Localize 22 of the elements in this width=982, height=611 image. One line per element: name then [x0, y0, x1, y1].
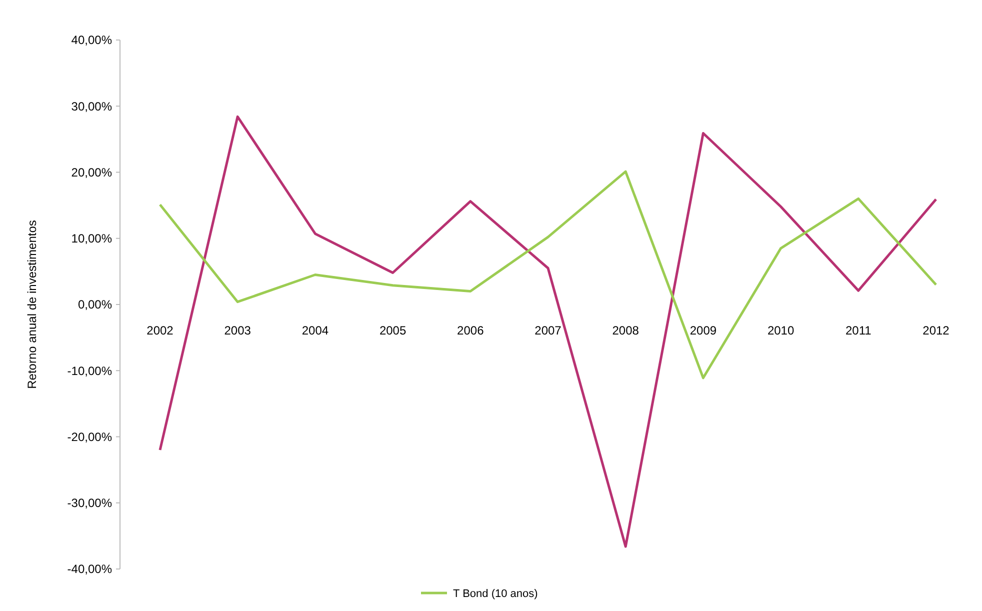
x-tick-label: 2011 [845, 324, 872, 338]
legend-label: T Bond (10 anos) [453, 588, 538, 600]
x-tick-label: 2007 [534, 324, 562, 338]
x-tick-label: 2004 [302, 324, 329, 338]
x-tick-label: 2005 [379, 324, 406, 338]
x-tick-label: 2010 [767, 324, 794, 338]
x-tick-label: 2006 [457, 324, 484, 338]
x-tick-label: 2003 [224, 324, 252, 338]
y-tick-label: 30,00% [71, 99, 112, 114]
y-tick-label: 20,00% [71, 165, 112, 180]
y-tick-label: -10,00% [67, 364, 112, 378]
y-tick-label: 10,00% [71, 232, 112, 246]
x-tick-label: 2012 [922, 324, 950, 338]
y-tick-label: -30,00% [67, 496, 112, 510]
x-tick-label: 2002 [146, 324, 174, 338]
y-tick-label: 40,00% [71, 33, 112, 48]
y-tick-label: 0,00% [78, 298, 112, 312]
y-axis-title: Retorno anual de investimentos [25, 220, 39, 389]
x-tick-label: 2009 [690, 324, 717, 338]
y-tick-label: -20,00% [67, 430, 112, 444]
x-tick-label: 2008 [612, 324, 640, 338]
y-tick-label: -40,00% [67, 562, 112, 576]
